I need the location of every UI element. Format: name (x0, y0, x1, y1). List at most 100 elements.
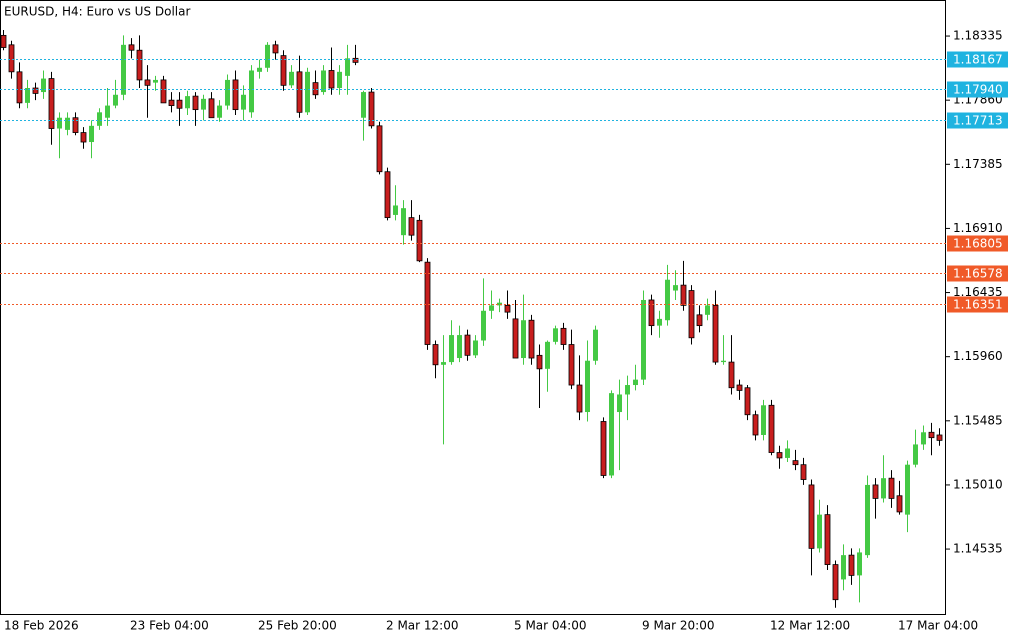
candle-body (545, 341, 550, 369)
price-level-label: 1.17940 (953, 83, 1003, 97)
candle-body (0, 34, 7, 48)
candle-body (841, 555, 846, 580)
candle-body (48, 78, 55, 129)
candle-body (113, 94, 118, 106)
x-tick-label: 12 Mar 12:00 (770, 619, 850, 633)
candle-body (144, 79, 151, 86)
x-tick-label: 18 Feb 2026 (4, 619, 79, 633)
candle-body (872, 484, 879, 499)
candle-body (337, 71, 342, 89)
candle-body (497, 302, 502, 306)
candle-body (321, 70, 326, 93)
candle-body (208, 98, 215, 119)
candle-body (657, 318, 662, 326)
y-tick-label: 1.16910 (953, 221, 1003, 235)
price-level-tag (947, 296, 1008, 313)
candle-body (744, 387, 751, 416)
candle-body (593, 329, 598, 361)
candle-body (16, 71, 23, 104)
candle-body (8, 44, 15, 73)
price-level-tag (947, 51, 1008, 68)
candle-body (160, 79, 167, 104)
candle-body (432, 344, 439, 366)
candle-body (249, 70, 254, 113)
candle-body (585, 360, 590, 413)
y-tick-label: 1.16435 (953, 285, 1003, 299)
candle-body (352, 57, 359, 63)
candle-body (913, 444, 918, 465)
candle-body (521, 320, 526, 359)
candle-body (80, 132, 87, 143)
candle-body (761, 405, 766, 435)
candle-body (481, 310, 486, 341)
y-tick-label: 1.14535 (953, 542, 1003, 556)
candle-body (464, 334, 471, 356)
candle-body (928, 431, 935, 439)
candle-body (536, 354, 543, 370)
candle-body (768, 404, 775, 453)
candle-body (41, 78, 46, 93)
candle-body (752, 414, 759, 436)
candle-body (712, 304, 719, 363)
candle-body (832, 564, 839, 601)
candle-body (201, 98, 206, 110)
candle-body (416, 219, 423, 262)
candle-body (176, 99, 183, 109)
candle-body (504, 304, 511, 313)
candle-body (673, 285, 678, 291)
price-level-label: 1.17713 (953, 114, 1003, 128)
candle-body (888, 477, 895, 499)
candle-body (600, 421, 607, 476)
candle-body (705, 305, 710, 315)
x-tick-label: 5 Mar 04:00 (514, 619, 587, 633)
candle-body (633, 379, 638, 386)
candle-body (824, 514, 831, 565)
candle-body (401, 208, 406, 236)
candle-body (312, 82, 319, 96)
candle-body (489, 305, 494, 311)
candle-body (89, 125, 94, 143)
candle-body (272, 44, 279, 54)
candle-body (384, 171, 391, 219)
candle-body (345, 58, 350, 76)
candle-body (817, 514, 822, 549)
candle-body (560, 327, 567, 345)
x-tick-label: 23 Feb 04:00 (130, 619, 209, 633)
candle-body (696, 314, 703, 327)
candle-body (136, 49, 143, 81)
candle-body (289, 71, 294, 86)
candle-body (257, 67, 262, 72)
price-level-tag (947, 235, 1008, 252)
candle-body (736, 384, 743, 391)
candle-body (25, 88, 30, 103)
candle-body (665, 279, 670, 321)
candle-body (512, 318, 519, 359)
candle-body (32, 87, 39, 94)
candle-body (225, 79, 230, 106)
candle-body (528, 319, 535, 359)
x-tick-label: 9 Mar 20:00 (642, 619, 715, 633)
candle-body (457, 335, 462, 359)
candle-body (473, 340, 478, 356)
candle-body (128, 44, 135, 51)
y-tick-label: 1.17385 (953, 157, 1003, 171)
y-tick-label: 1.15960 (953, 349, 1003, 363)
chart-title: EURUSD, H4: Euro vs US Dollar (4, 5, 190, 19)
candle-body (881, 478, 886, 499)
price-level-tag (947, 265, 1008, 282)
candle-body (921, 432, 926, 445)
plot-border (0, 0, 946, 615)
candle-body (97, 112, 102, 126)
price-level-tag (947, 112, 1008, 129)
price-level-label: 1.16351 (953, 298, 1003, 312)
candle-body (168, 99, 175, 106)
candle-body (936, 434, 943, 441)
candle-body (241, 94, 246, 110)
candle-body (280, 55, 287, 86)
candle-body (305, 71, 310, 113)
candle-body (617, 394, 622, 413)
candle-body (785, 448, 790, 458)
y-tick-label: 1.15010 (953, 477, 1003, 491)
